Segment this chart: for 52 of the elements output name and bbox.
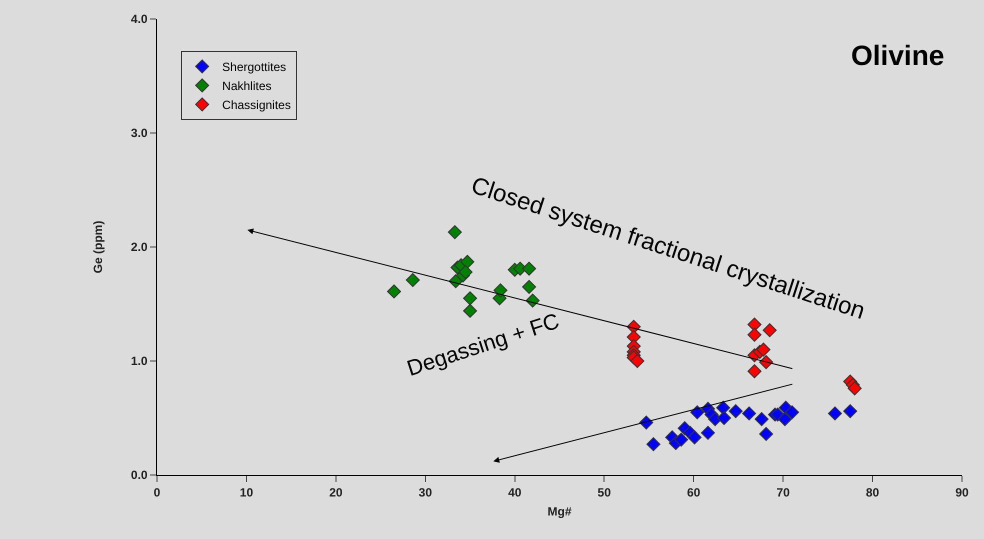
point [756, 342, 770, 357]
x-tick-label: 80 [866, 485, 880, 500]
point [522, 280, 536, 294]
point [406, 273, 420, 288]
point [460, 254, 474, 269]
x-axis-title: Mg# [548, 504, 572, 518]
x-tick-label: 0 [154, 485, 161, 500]
legend-label: Chassignites [222, 98, 291, 112]
point [747, 364, 762, 378]
x-tick-label: 30 [418, 485, 432, 500]
point [717, 411, 732, 425]
legend-label: Nakhlites [222, 79, 272, 94]
point [463, 291, 478, 306]
point [522, 262, 536, 276]
x-tick-label: 10 [240, 485, 254, 500]
point [463, 304, 478, 318]
point [759, 426, 774, 441]
point [493, 283, 508, 298]
y-tick-label: 1.0 [130, 354, 148, 368]
point [828, 406, 842, 420]
point [716, 400, 730, 415]
point [742, 406, 756, 420]
point [690, 405, 704, 420]
point [762, 323, 777, 338]
y-axis-title: Ge (ppm) [91, 220, 106, 274]
point [688, 430, 702, 444]
point [728, 404, 743, 418]
y-tick-label: 0.0 [130, 468, 148, 482]
point [448, 225, 462, 240]
point [843, 404, 858, 418]
x-tick-label: 20 [329, 485, 343, 500]
x-tick-label: 70 [776, 485, 790, 500]
point [387, 284, 402, 298]
point [785, 405, 800, 420]
point [848, 381, 862, 396]
point [754, 412, 769, 426]
point [674, 432, 688, 447]
legend-label: Shergottites [222, 60, 286, 74]
point [630, 354, 644, 368]
x-tick-label: 40 [508, 485, 522, 500]
x-tick-label: 50 [598, 485, 612, 500]
point [700, 426, 715, 440]
x-tick-label: 60 [686, 485, 701, 500]
y-tick-label: 4.0 [130, 12, 148, 26]
y-tick-label: 2.0 [130, 240, 148, 254]
point [458, 265, 473, 280]
point [778, 412, 792, 426]
point [747, 328, 762, 342]
x-tick-label: 90 [955, 485, 969, 500]
point [646, 437, 660, 452]
y-tick-label: 3.0 [130, 126, 148, 140]
text: Olivine [851, 40, 944, 71]
